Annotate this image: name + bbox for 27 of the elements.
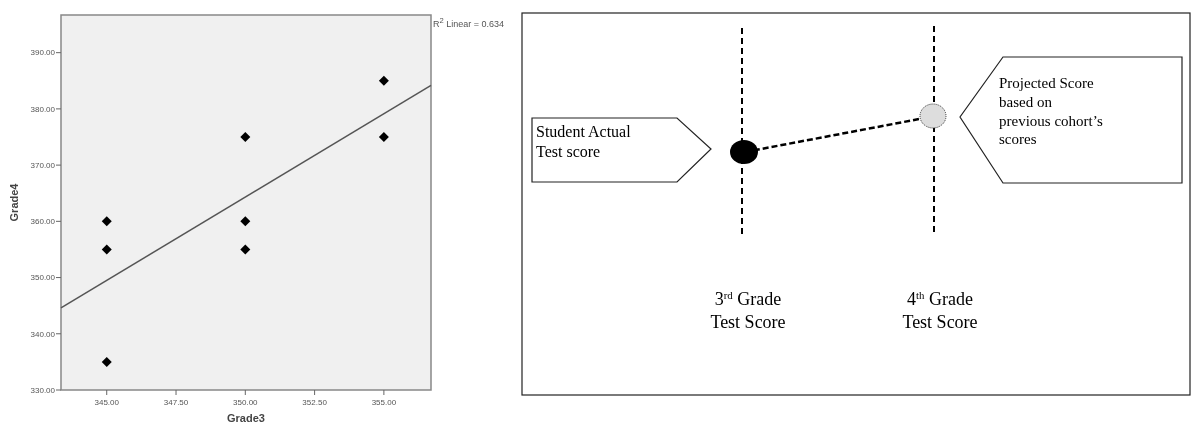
x-tick-label: 352.50 — [302, 398, 328, 407]
y-tick-label: 390.00 — [30, 48, 56, 58]
point — [240, 244, 251, 255]
point — [101, 244, 112, 255]
y-axis-title: Grade4 — [8, 182, 20, 222]
y-tick-label: 350.00 — [30, 273, 56, 283]
x-tick-label: 347.50 — [163, 398, 189, 407]
x-axis-title: Grade3 — [227, 412, 265, 424]
y-tick-label: 370.00 — [30, 160, 56, 170]
point — [101, 356, 112, 367]
y-tick-label: 380.00 — [30, 104, 56, 114]
text: 4$^{th}$ Grade Test Score — [902, 289, 978, 332]
point — [240, 216, 251, 227]
y-tick-label: 360.00 — [30, 217, 56, 227]
point — [378, 75, 389, 86]
x-tick-label: 355.00 — [371, 398, 397, 407]
text: Projected Score based on previous cohort’s scores — [999, 75, 1103, 148]
y-tick-label: 340.00 — [30, 329, 56, 339]
x-tick-label: 345.00 — [94, 398, 120, 407]
text: Student Actual Test score — [536, 123, 632, 160]
point — [240, 132, 251, 142]
text: R$^{2}$ Linear = 0.634 — [433, 15, 505, 29]
point — [101, 216, 112, 227]
point — [378, 132, 389, 142]
text: 3$^{rd}$ Grade Test Score — [710, 289, 786, 332]
x-tick-label: 350.00 — [233, 398, 259, 407]
y-tick-label: 330.00 — [30, 385, 56, 395]
